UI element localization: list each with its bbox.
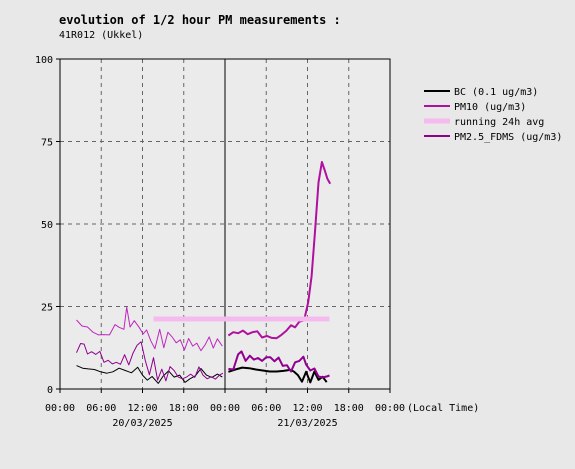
series-line-6: [228, 350, 330, 379]
x-axis-label: (Local Time): [407, 403, 479, 414]
legend-label: BC (0.1 ug/m3): [454, 87, 538, 98]
chart-title: evolution of 1/2 hour PM measurements :: [59, 13, 341, 27]
legend-label: running 24h avg: [454, 117, 544, 128]
y-tick-label: 25: [41, 303, 53, 314]
series-line-5: [76, 341, 224, 382]
legend-label: PM10 (ug/m3): [454, 102, 526, 113]
date-label: 20/03/2025: [112, 418, 172, 429]
x-tick-label: 00:00: [210, 403, 240, 414]
chart-subtitle: 41R012 (Ukkel): [59, 30, 144, 41]
axes: 0 25 50 75 100 00:00 06:00 12:00 18:00 00:00 06:00…: [35, 55, 479, 429]
y-tick-label: 75: [41, 138, 53, 149]
x-tick-label: 18:00: [334, 403, 364, 414]
series-layer: [76, 161, 332, 384]
series-line-0: [76, 365, 223, 384]
y-tick-label: 0: [47, 385, 53, 396]
x-tick-label: 00:00: [375, 403, 405, 414]
series-line-3: [227, 161, 332, 340]
x-tick-label: 12:00: [292, 403, 322, 414]
y-tick-label: 100: [35, 55, 53, 66]
legend-label: PM2.5_FDMS (ug/m3): [454, 132, 562, 143]
y-tick-label: 50: [41, 220, 53, 231]
x-tick-label: 18:00: [169, 403, 199, 414]
grid: [60, 59, 390, 389]
x-tick-label: 06:00: [86, 403, 116, 414]
date-label: 21/03/2025: [277, 418, 337, 429]
series-line-2: [76, 306, 223, 352]
x-tick-label: 00:00: [45, 403, 75, 414]
legend: BC (0.1 ug/m3) PM10 (ug/m3) running 24h av…: [424, 87, 562, 143]
x-tick-label: 12:00: [127, 403, 157, 414]
x-tick-label: 06:00: [251, 403, 281, 414]
